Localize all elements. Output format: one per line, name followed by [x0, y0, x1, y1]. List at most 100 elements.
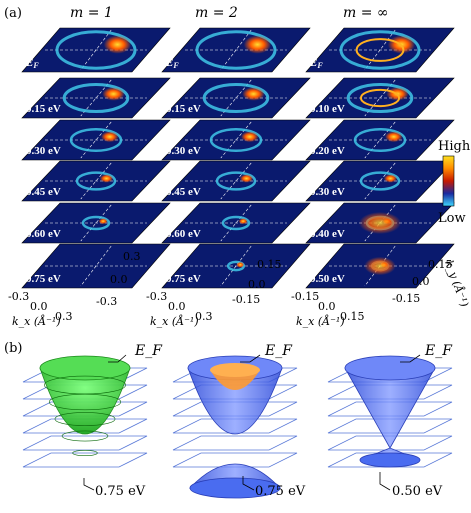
intensity-ring [69, 127, 123, 153]
intensity-hotspot [242, 87, 265, 101]
energy-label: EF [25, 57, 39, 70]
intensity-ring [62, 82, 130, 114]
colorbar-low-label: Low [438, 211, 466, 226]
intensity-blob [359, 212, 401, 234]
ky-tick: 0.0 [412, 275, 430, 288]
arpes-slice: 0.40 eV [305, 202, 455, 244]
column-header-m2: m = 2 [195, 5, 238, 21]
energy-label: 0.30 eV [166, 145, 201, 157]
kx-axis-label: k_x (Å⁻¹) [12, 314, 61, 328]
intensity-ring [353, 127, 407, 153]
cone1-ef-label: E_F [134, 343, 163, 359]
intensity-ring [209, 127, 263, 153]
intensity-ring [55, 30, 137, 70]
energy-label: 0.40 eV [310, 228, 345, 240]
arpes-map-stacks: EF 0.15 eV 0.30 eV 0.45 eV 0.60 eV 0.75 eV EF 0… [21, 27, 455, 289]
band-top-m1 [39, 355, 131, 381]
cone3-bottom-label: 0.50 eV [392, 484, 443, 499]
arpes-slice: 0.60 eV [21, 202, 171, 244]
energy-label: EF [309, 57, 323, 70]
ky-tick: -0.3 [96, 295, 117, 308]
intensity-hotspot [238, 218, 248, 225]
arpes-slice: 0.30 eV [21, 119, 171, 161]
ky-tick: 0.15 [428, 258, 453, 271]
energy-plane [327, 401, 453, 417]
intensity-hotspot [236, 261, 245, 268]
energy-label: 0.45 eV [166, 186, 201, 198]
column-header-minf: m = ∞ [343, 5, 389, 21]
crosshair-v [364, 121, 396, 159]
intensity-hotspot [383, 174, 398, 183]
intensity-hotspot [101, 131, 119, 143]
arpes-slice: 0.50 eV [305, 243, 455, 289]
arpes-slice: EF [21, 27, 171, 73]
crosshair-v [220, 29, 252, 71]
energy-label: 0.60 eV [26, 228, 61, 240]
intensity-hotspot [241, 131, 259, 143]
intensity-ring [359, 171, 401, 191]
ky-axis-label: k_y (Å⁻¹) [442, 258, 471, 308]
band-cones [22, 355, 453, 499]
intensity-hotspot [102, 87, 125, 101]
kx-tick: 0.0 [318, 300, 336, 313]
panel-a-label: (a) [4, 6, 22, 21]
crosshair-v [220, 162, 252, 200]
arpes-slice: EF [305, 27, 455, 73]
inner-ring [359, 88, 401, 108]
energy-label: 0.60 eV [166, 228, 201, 240]
dirac-top [344, 355, 436, 381]
energy-label: 0.50 eV [310, 273, 345, 285]
kx-tick: -0.3 [8, 290, 29, 303]
intensity-blob [364, 256, 396, 276]
crosshair-v [364, 29, 396, 71]
arpes-slice: 0.75 eV [21, 243, 171, 289]
intensity-ring [215, 171, 257, 191]
intensity-hotspot [385, 131, 403, 143]
energy-label: 0.45 eV [26, 186, 61, 198]
energy-label: 0.30 eV [26, 145, 61, 157]
band-contour [48, 393, 122, 411]
energy-label: 0.75 eV [166, 273, 201, 285]
energy-plane [172, 452, 298, 468]
arpes-slice: 0.30 eV [161, 119, 311, 161]
energy-label: 0.15 eV [26, 103, 61, 115]
intensity-ring [195, 30, 277, 70]
energy-label: 0.15 eV [166, 103, 201, 115]
band-contour [61, 430, 109, 442]
dirac-bottom [359, 452, 421, 468]
crosshair-v [80, 121, 112, 159]
cone1-bottom-label: 0.75 eV [95, 484, 146, 499]
crosshair-v [80, 204, 112, 242]
crosshair-v [364, 204, 396, 242]
panel-b-label: (b) [4, 341, 22, 356]
kx-axis-label: k_x (Å⁻¹) [296, 314, 345, 328]
intensity-ring [202, 82, 270, 114]
arpes-slice: 0.45 eV [161, 160, 311, 202]
arpes-slice: EF [161, 27, 311, 73]
intensity-hotspot [103, 35, 132, 54]
axes-col1: -0.3 0.0 0.3 k_x (Å⁻¹) 0.3 0.0 -0.3 [8, 250, 141, 328]
kx-tick: 0.3 [55, 310, 73, 323]
intensity-ring [339, 30, 421, 70]
arpes-slice: 0.15 eV [161, 77, 311, 119]
cone2-ef-label: E_F [264, 343, 293, 359]
crosshair-v [220, 245, 252, 287]
lower-band-bottom [189, 477, 281, 499]
energy-label: 0.10 eV [310, 103, 345, 115]
kx-tick: 0.15 [340, 310, 365, 323]
crosshair-v [80, 162, 112, 200]
band-contour [54, 412, 116, 426]
energy-label: 0.30 eV [310, 186, 345, 198]
ky-tick: 0.3 [123, 250, 141, 263]
intensity-hotspot [243, 35, 272, 54]
energy-plane [172, 418, 298, 434]
arpes-slice: 0.45 eV [21, 160, 171, 202]
kx-axis-label: k_x (Å⁻¹) [150, 314, 199, 328]
colorbar-high-label: High [438, 139, 471, 154]
intensity-ring [81, 215, 111, 231]
energy-label: 0.75 eV [26, 273, 61, 285]
kx-tick: 0.0 [168, 300, 186, 313]
ky-tick: -0.15 [392, 292, 420, 305]
leader-lines [83, 354, 421, 491]
